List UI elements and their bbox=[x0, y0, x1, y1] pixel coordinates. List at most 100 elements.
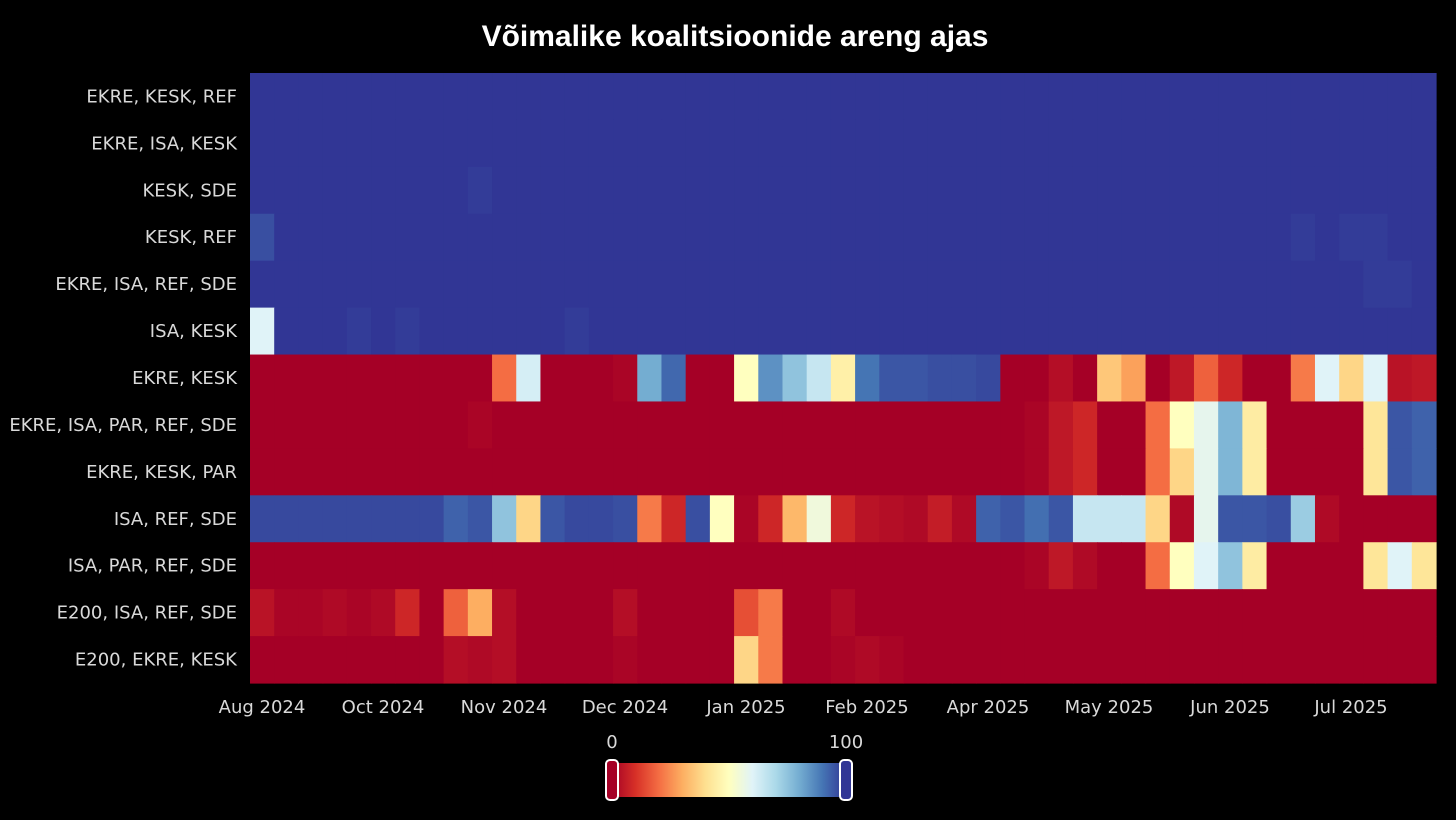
heatmap-cell bbox=[467, 542, 493, 590]
heatmap-cell bbox=[637, 636, 663, 684]
heatmap-cell bbox=[1169, 401, 1195, 449]
heatmap-cell bbox=[298, 636, 324, 684]
heatmap-cell bbox=[976, 542, 1001, 590]
heatmap-cell bbox=[734, 260, 759, 309]
heatmap-cell bbox=[371, 213, 396, 262]
heatmap-cell bbox=[395, 542, 421, 590]
heatmap-cell bbox=[298, 542, 324, 590]
heatmap-cell bbox=[298, 401, 324, 449]
heatmap-cell bbox=[1242, 589, 1268, 637]
heatmap-cell bbox=[1411, 448, 1437, 496]
heatmap-cell bbox=[467, 307, 493, 356]
heatmap-cell bbox=[782, 213, 808, 262]
heatmap-cell bbox=[1266, 448, 1292, 496]
heatmap-cell bbox=[782, 119, 808, 168]
heatmap-cell bbox=[927, 213, 953, 262]
y-tick-label: E200, ISA, REF, SDE bbox=[57, 603, 237, 624]
colorbar-min-handle[interactable] bbox=[605, 759, 619, 801]
heatmap-cell bbox=[492, 166, 517, 215]
heatmap-cell bbox=[758, 354, 784, 403]
heatmap-cell bbox=[1218, 589, 1243, 637]
heatmap-cell bbox=[467, 73, 493, 121]
heatmap-cell bbox=[1169, 73, 1195, 121]
heatmap-cell bbox=[1218, 73, 1243, 121]
heatmap-cell bbox=[782, 589, 808, 637]
heatmap-cell bbox=[661, 448, 687, 496]
heatmap-cell bbox=[419, 589, 445, 637]
heatmap-cell bbox=[274, 213, 299, 262]
heatmap-cell bbox=[1363, 119, 1389, 168]
heatmap-cell bbox=[1000, 401, 1026, 449]
heatmap-cell bbox=[395, 495, 421, 543]
heatmap-cell bbox=[927, 542, 953, 590]
heatmap-cell bbox=[1387, 448, 1413, 496]
heatmap-cell bbox=[564, 401, 590, 449]
heatmap-cell bbox=[492, 354, 517, 403]
heatmap-cell bbox=[274, 166, 299, 215]
heatmap-cell bbox=[1290, 260, 1316, 309]
heatmap-cell bbox=[879, 260, 905, 309]
heatmap-cell bbox=[734, 166, 759, 215]
heatmap-cell bbox=[782, 495, 808, 543]
heatmap-cell bbox=[1072, 448, 1098, 496]
heatmap-cell bbox=[1387, 73, 1413, 121]
heatmap-cell bbox=[782, 354, 808, 403]
heatmap-cell bbox=[758, 213, 784, 262]
heatmap-cell bbox=[1290, 495, 1316, 543]
x-axis-labels: Aug 2024 Oct 2024 Nov 2024 Dec 2024 Jan 2025… bbox=[219, 697, 1388, 718]
heatmap-cell bbox=[661, 213, 687, 262]
heatmap-cell bbox=[564, 636, 590, 684]
heatmap-cell bbox=[564, 166, 590, 215]
heatmap-cell bbox=[298, 307, 324, 356]
heatmap-cell bbox=[564, 589, 590, 637]
heatmap-cell bbox=[1024, 307, 1050, 356]
heatmap-cell bbox=[951, 119, 977, 168]
heatmap-cell bbox=[346, 542, 372, 590]
heatmap-cell bbox=[1048, 213, 1074, 262]
heatmap-cell bbox=[637, 401, 663, 449]
heatmap-cell bbox=[855, 636, 880, 684]
heatmap-cell bbox=[1363, 213, 1389, 262]
heatmap-cell bbox=[443, 542, 469, 590]
heatmap-cell bbox=[855, 166, 880, 215]
heatmap-cell bbox=[1314, 307, 1340, 356]
heatmap-cell bbox=[758, 73, 784, 121]
heatmap-cell bbox=[782, 307, 808, 356]
heatmap-cell bbox=[443, 636, 469, 684]
heatmap-cell bbox=[419, 73, 445, 121]
y-tick-label: KESK, REF bbox=[145, 227, 237, 248]
colorbar-max-handle[interactable] bbox=[839, 759, 853, 801]
heatmap-cell bbox=[1363, 354, 1389, 403]
heatmap-cell bbox=[274, 542, 299, 590]
heatmap-cell bbox=[613, 307, 638, 356]
heatmap-cell bbox=[1145, 73, 1171, 121]
heatmap-cell bbox=[371, 166, 396, 215]
heatmap-cell bbox=[1072, 166, 1098, 215]
heatmap-cell bbox=[709, 401, 735, 449]
heatmap-cell bbox=[1048, 401, 1074, 449]
x-tick-label: Oct 2024 bbox=[342, 697, 425, 718]
heatmap-cell bbox=[443, 213, 469, 262]
heatmap-cell bbox=[613, 542, 638, 590]
heatmap-cell bbox=[1411, 307, 1437, 356]
heatmap-cell bbox=[1193, 636, 1219, 684]
heatmap-cell bbox=[903, 260, 929, 309]
heatmap-cell bbox=[564, 73, 590, 121]
heatmap-cell bbox=[346, 119, 372, 168]
heatmap-cell bbox=[395, 119, 421, 168]
heatmap-cell bbox=[1048, 166, 1074, 215]
heatmap-cell bbox=[250, 213, 275, 262]
heatmap-cell bbox=[951, 307, 977, 356]
heatmap-cells bbox=[250, 73, 1437, 684]
heatmap-cell bbox=[734, 73, 759, 121]
heatmap-cell bbox=[782, 401, 808, 449]
heatmap-cell bbox=[613, 260, 638, 309]
heatmap-cell bbox=[346, 260, 372, 309]
heatmap-cell bbox=[976, 589, 1001, 637]
heatmap-cell bbox=[395, 166, 421, 215]
heatmap-cell bbox=[1411, 260, 1437, 309]
heatmap-cell bbox=[1314, 448, 1340, 496]
heatmap-cell bbox=[588, 448, 614, 496]
heatmap-cell bbox=[346, 589, 372, 637]
heatmap-cell bbox=[298, 448, 324, 496]
